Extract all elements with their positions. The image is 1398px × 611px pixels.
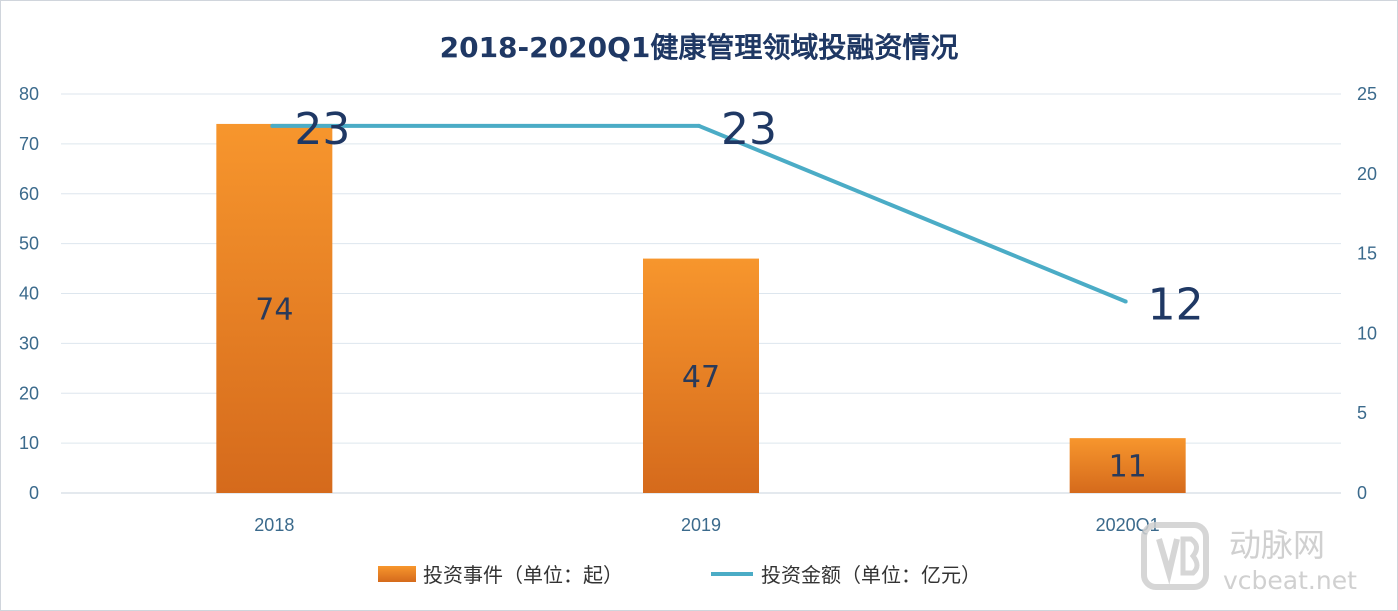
bar-data-label: 47 xyxy=(682,360,720,395)
line-data-label: 23 xyxy=(721,104,777,155)
x-tick-label: 2019 xyxy=(681,515,721,535)
line-series: 23 23 12 xyxy=(270,104,1204,330)
bar xyxy=(1069,438,1186,493)
left-tick-label: 0 xyxy=(29,483,39,503)
bar-series: 74 47 11 xyxy=(216,123,1186,494)
right-tick-label: 0 xyxy=(1357,483,1367,503)
right-tick-label: 25 xyxy=(1357,84,1377,104)
legend-label-line: 投资金额（单位：亿元） xyxy=(761,563,981,587)
watermark: 动脉网 vcbeat.net xyxy=(1141,522,1357,595)
left-tick-label: 10 xyxy=(19,433,39,453)
watermark-brand: 动脉网 xyxy=(1229,526,1325,564)
x-axis-ticks: 2018 2019 2020Q1 xyxy=(254,515,1159,535)
legend: 投资事件（单位：起） 投资金额（单位：亿元） xyxy=(378,563,981,587)
watermark-site: vcbeat.net xyxy=(1223,566,1357,595)
right-tick-label: 20 xyxy=(1357,164,1377,184)
vb-logo-icon xyxy=(1141,522,1209,590)
bar xyxy=(643,258,759,493)
line-point xyxy=(697,123,701,128)
left-tick-label: 60 xyxy=(19,184,39,204)
left-tick-label: 50 xyxy=(19,234,39,254)
line-point xyxy=(270,123,275,128)
left-tick-label: 70 xyxy=(19,134,39,154)
left-tick-label: 30 xyxy=(19,333,39,353)
bar-data-label: 11 xyxy=(1109,450,1147,485)
bar-data-label: 74 xyxy=(255,292,293,327)
legend-swatch-bar xyxy=(378,566,416,582)
line-data-label: 23 xyxy=(294,104,350,155)
left-tick-label: 40 xyxy=(19,284,39,304)
left-axis-ticks: 0 10 20 30 40 50 60 70 80 xyxy=(19,84,39,503)
line-data-label: 12 xyxy=(1148,279,1204,330)
legend-label-bar: 投资事件（单位：起） xyxy=(423,563,623,587)
left-tick-label: 20 xyxy=(19,383,39,403)
right-tick-label: 10 xyxy=(1357,323,1377,343)
x-tick-label: 2018 xyxy=(254,515,294,535)
right-axis-ticks: 0 5 10 15 20 25 xyxy=(1357,84,1377,503)
right-tick-label: 5 xyxy=(1357,403,1367,423)
chart-title: 2018-2020Q1健康管理领域投融资情况 xyxy=(440,31,959,64)
left-tick-label: 80 xyxy=(19,84,39,104)
line-point xyxy=(1123,299,1128,304)
right-tick-label: 15 xyxy=(1357,244,1377,264)
bar xyxy=(216,123,333,494)
